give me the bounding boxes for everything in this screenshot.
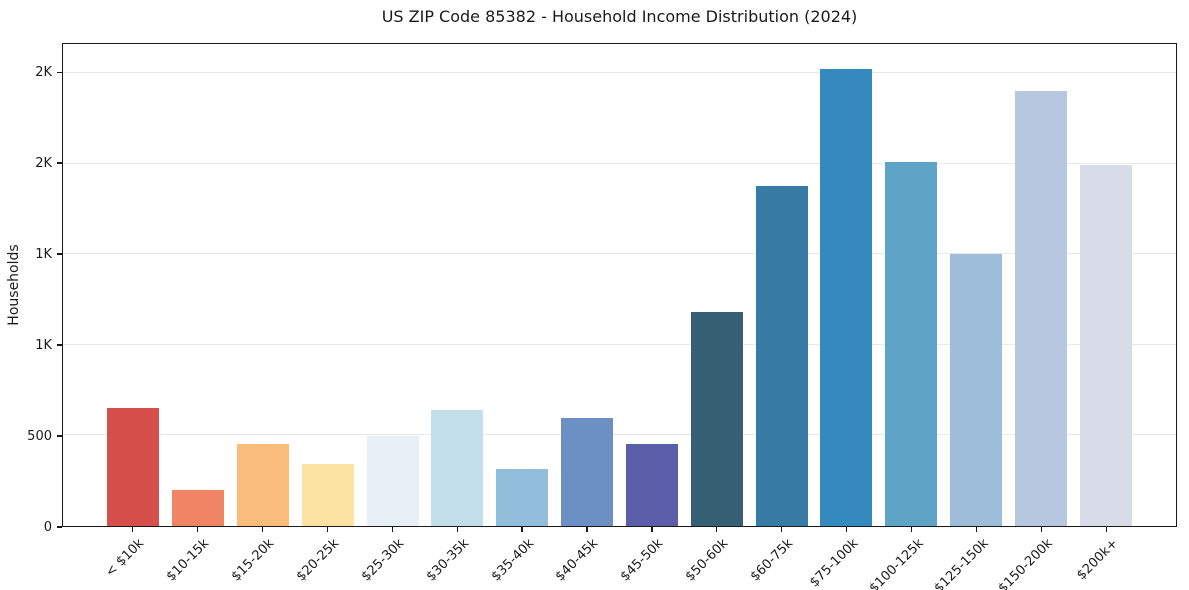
bar-slot bbox=[555, 44, 620, 526]
y-tick-label: 2K bbox=[35, 64, 52, 80]
bar-slot bbox=[1073, 44, 1138, 526]
bar-$50-60k bbox=[690, 312, 743, 526]
y-tick-mark bbox=[57, 253, 62, 255]
bar-slot bbox=[425, 44, 490, 526]
gridline bbox=[63, 162, 1176, 164]
bar-slot bbox=[620, 44, 685, 526]
bars-layer bbox=[63, 44, 1176, 526]
x-tick-mark bbox=[1105, 527, 1108, 532]
bar-$35-40k bbox=[496, 468, 549, 526]
gridline bbox=[63, 253, 1176, 255]
x-tick-mark bbox=[976, 527, 978, 532]
bar-$75-100k bbox=[820, 69, 873, 526]
y-tick-mark bbox=[57, 71, 62, 73]
x-tick-label-text: $125-150k bbox=[931, 536, 992, 590]
bar-slot bbox=[684, 44, 749, 526]
bar-slot bbox=[101, 44, 166, 526]
bar-$100-125k bbox=[885, 161, 938, 526]
bar-$20-25k bbox=[301, 463, 354, 526]
bar-$15-20k bbox=[237, 444, 290, 526]
y-tick-mark bbox=[57, 435, 62, 437]
bar-$200k+ bbox=[1079, 164, 1132, 526]
x-tick-mark bbox=[911, 527, 913, 532]
bar-$60-75k bbox=[755, 186, 808, 526]
bar-$150-200k bbox=[1014, 91, 1067, 526]
y-tick-label: 1K bbox=[35, 246, 52, 262]
x-tick-mark bbox=[196, 527, 198, 532]
bar-slot bbox=[879, 44, 944, 526]
x-tick-label-text: $20-25k bbox=[293, 536, 342, 585]
y-tick-mark bbox=[57, 162, 62, 164]
x-tick-mark bbox=[586, 527, 588, 532]
x-tick-label-text: $10-15k bbox=[163, 536, 213, 585]
x-tick-mark bbox=[391, 527, 393, 532]
gridline bbox=[63, 72, 1176, 73]
y-tick-label: 1K bbox=[35, 337, 52, 353]
bar-slot bbox=[295, 44, 360, 526]
bar-$25-30k bbox=[366, 436, 419, 526]
gridline-layer bbox=[63, 44, 1176, 526]
x-tick-label-text: $40-45k bbox=[553, 536, 602, 585]
bar-slot bbox=[166, 44, 231, 526]
y-tick-label: 0 bbox=[43, 519, 52, 535]
x-tick-mark bbox=[1040, 527, 1043, 532]
gridline bbox=[63, 434, 1176, 436]
y-tick-mark bbox=[57, 344, 62, 346]
chart-title: US ZIP Code 85382 - Household Income Dis… bbox=[381, 7, 858, 26]
bar-slot bbox=[749, 44, 814, 526]
bar-< $10k bbox=[107, 408, 160, 526]
x-tick-label-text: $30-35k bbox=[423, 536, 472, 585]
x-tick-label-text: $100-125k bbox=[866, 536, 927, 590]
y-tick-label: 2K bbox=[35, 155, 52, 171]
bar-$30-35k bbox=[431, 410, 484, 526]
x-tick-mark bbox=[326, 527, 328, 532]
y-tick-label: 500 bbox=[27, 428, 52, 444]
y-tick-mark bbox=[57, 526, 62, 528]
x-tick-label-text: $15-20k bbox=[228, 536, 277, 585]
bar-slot bbox=[814, 44, 879, 526]
x-tick-mark bbox=[781, 527, 783, 532]
x-tick-label-text: $200k+ bbox=[1074, 536, 1122, 584]
x-tick-mark bbox=[716, 527, 718, 532]
bar-slot bbox=[490, 44, 555, 526]
x-tick-mark bbox=[521, 527, 523, 532]
x-tick-label-text: < $10k bbox=[102, 536, 148, 581]
x-tick-mark bbox=[651, 527, 653, 532]
bar-$125-150k bbox=[949, 254, 1002, 526]
x-tick-label-text: $45-50k bbox=[618, 536, 667, 585]
bar-$10-15k bbox=[172, 489, 225, 526]
bar-slot bbox=[944, 44, 1009, 526]
bar-slot bbox=[1008, 44, 1073, 526]
x-tick-label-text: $75-100k bbox=[807, 536, 862, 590]
x-tick-mark bbox=[846, 527, 848, 532]
bar-slot bbox=[231, 44, 296, 526]
x-tick-label-text: $25-30k bbox=[358, 536, 407, 585]
x-tick-label-text: $60-75k bbox=[747, 536, 797, 585]
x-tick-mark bbox=[456, 527, 458, 532]
bar-$40-45k bbox=[561, 418, 614, 526]
gridline bbox=[63, 343, 1176, 345]
x-tick-mark bbox=[131, 527, 134, 532]
x-tick-label-text: $50-60k bbox=[683, 536, 732, 585]
bar-slot bbox=[360, 44, 425, 526]
x-tick-label-text: $150-200k bbox=[996, 536, 1057, 590]
x-tick-mark bbox=[261, 527, 263, 532]
x-tick-label-text: $35-40k bbox=[488, 536, 537, 585]
bar-$45-50k bbox=[625, 443, 678, 526]
plot-area bbox=[62, 43, 1177, 527]
